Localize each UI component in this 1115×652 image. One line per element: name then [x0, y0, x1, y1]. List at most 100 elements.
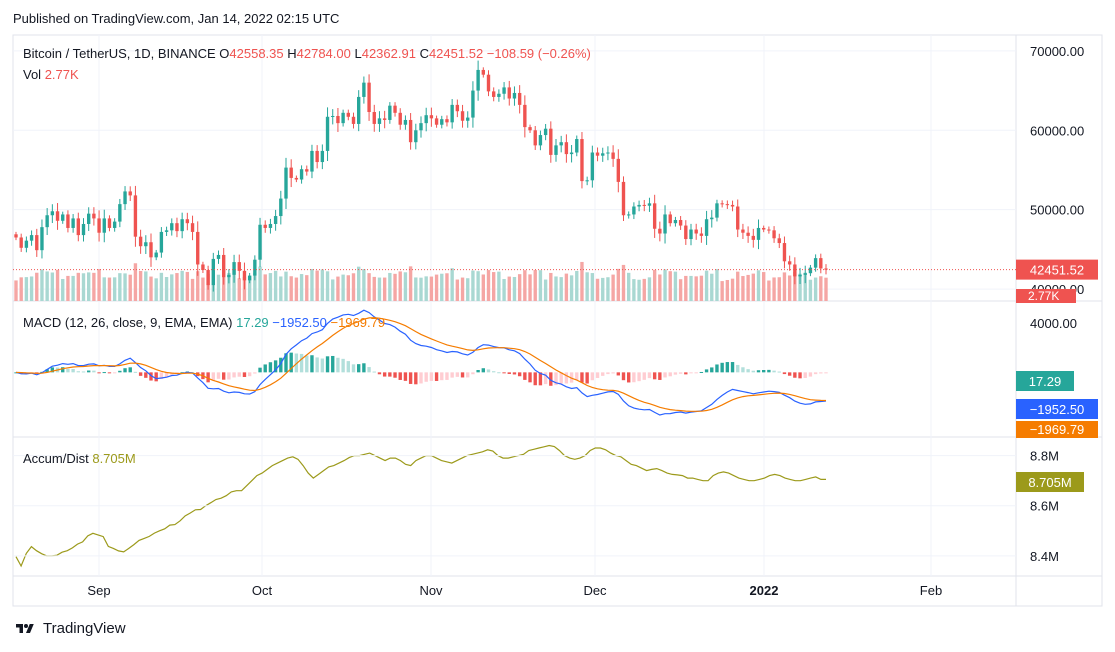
- last-price-tag-label: 42451.52: [1030, 263, 1084, 278]
- volume-bar: [730, 278, 735, 301]
- volume-bar: [507, 276, 511, 301]
- macd-histogram-bar: [694, 372, 698, 374]
- volume-bar: [595, 278, 600, 301]
- macd-histogram-bar: [523, 372, 527, 380]
- macd-histogram-bar: [320, 358, 325, 373]
- volume-bar: [149, 276, 153, 301]
- macd-histogram-bar: [569, 372, 574, 383]
- volume-bar: [273, 270, 278, 301]
- candle: [611, 152, 615, 159]
- candle: [627, 214, 631, 216]
- macd-histogram-bar: [476, 370, 480, 373]
- macd-histogram-bar: [61, 367, 65, 373]
- candle: [621, 181, 626, 216]
- volume-bar: [372, 276, 376, 301]
- candle: [279, 198, 283, 217]
- macd-histogram-bar: [336, 357, 340, 373]
- volume-bar: [471, 270, 475, 301]
- macd-histogram-bar: [684, 372, 688, 375]
- macd-histogram-bar: [216, 372, 221, 379]
- volume-bar: [777, 277, 781, 301]
- volume-bar: [414, 277, 418, 301]
- volume-bar: [673, 271, 678, 301]
- candle: [533, 130, 537, 146]
- macd-histogram-bar: [128, 367, 132, 373]
- volume-bar: [767, 280, 771, 301]
- macd-histogram-bar: [144, 372, 148, 378]
- macd-histogram-bar: [611, 372, 615, 374]
- candle: [50, 211, 55, 216]
- volume-bar: [164, 277, 169, 301]
- macd-histogram-bar: [554, 372, 558, 386]
- volume-bar: [554, 276, 558, 301]
- candle: [793, 264, 797, 277]
- macd-legend-value: −1952.50: [272, 315, 330, 330]
- candle: [715, 203, 719, 218]
- macd-histogram-bar: [45, 369, 49, 373]
- candle: [720, 203, 724, 205]
- candle: [689, 229, 693, 240]
- volume-bar: [294, 277, 299, 301]
- candle: [559, 142, 563, 146]
- legend-value: O: [219, 46, 229, 61]
- legend-value: −108.59 (−0.26%): [487, 46, 591, 61]
- macd-histogram-bar: [388, 372, 392, 377]
- candle: [725, 204, 730, 206]
- candle: [549, 128, 553, 155]
- volume-bar: [466, 278, 470, 301]
- macd-histogram-bar: [710, 367, 714, 373]
- macd-histogram-bar: [756, 370, 761, 373]
- macd-histogram-bar: [222, 372, 226, 380]
- candle: [45, 215, 49, 228]
- volume-bar: [310, 268, 314, 301]
- candle: [138, 236, 143, 247]
- macd-histogram-bar: [393, 372, 397, 378]
- volume-bar: [559, 277, 563, 301]
- volume-bar: [227, 272, 231, 301]
- candle: [652, 203, 657, 229]
- macd-histogram-bar: [341, 358, 345, 373]
- volume-bar: [756, 270, 761, 301]
- macd-histogram-bar: [247, 372, 252, 377]
- macd-hist-tag: [1016, 371, 1074, 391]
- volume-bar: [652, 269, 657, 301]
- volume-bar: [299, 274, 304, 301]
- macd-histogram-bar: [767, 369, 771, 373]
- macd-histogram-bar: [76, 371, 80, 373]
- candle: [144, 242, 148, 247]
- volume-bar: [440, 273, 444, 301]
- candle: [767, 229, 771, 231]
- macd-histogram-bar: [507, 372, 511, 374]
- macd-histogram-bar: [362, 363, 366, 373]
- accum-legend-value: Accum/Dist: [23, 451, 92, 466]
- macd-histogram-bar: [351, 364, 356, 373]
- volume-bar: [564, 273, 569, 301]
- macd-histogram-bar: [549, 372, 553, 386]
- macd-histogram-bar: [242, 372, 247, 377]
- macd-histogram-bar: [585, 372, 589, 384]
- volume-bar: [133, 263, 138, 301]
- candle: [476, 69, 480, 91]
- candle: [66, 214, 70, 228]
- tradingview-logo[interactable]: TradingView: [13, 620, 126, 637]
- candle: [710, 217, 714, 220]
- volume-bar: [710, 273, 714, 301]
- volume-bar: [601, 277, 605, 301]
- volume-bar: [190, 278, 195, 301]
- candle: [273, 216, 278, 224]
- volume-bar: [798, 273, 802, 301]
- volume-bar: [434, 274, 439, 301]
- candle: [460, 111, 465, 121]
- candle: [434, 118, 439, 125]
- macd-histogram-bar: [263, 364, 267, 373]
- volume-bar: [45, 271, 49, 301]
- macd-tag: [1016, 399, 1098, 419]
- volume-bar: [24, 277, 29, 301]
- macd-histogram-bar: [798, 372, 802, 379]
- candle: [320, 150, 325, 163]
- candle: [206, 270, 210, 286]
- macd-histogram-bar: [455, 372, 460, 377]
- macd-histogram-bar: [647, 372, 652, 379]
- macd-histogram-bar: [497, 372, 501, 374]
